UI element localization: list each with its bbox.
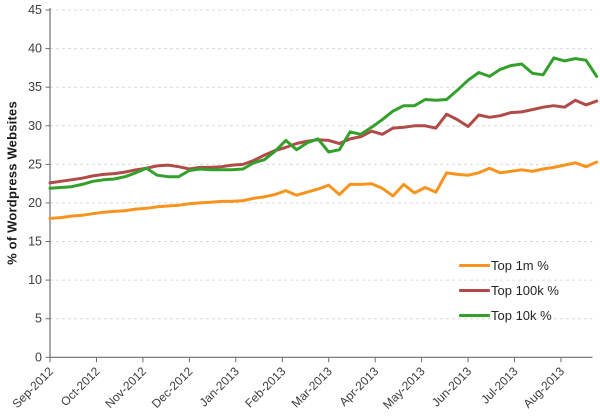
legend-item-top-100k: Top 100k %	[459, 278, 559, 303]
x-tick-label: May-2013	[380, 364, 428, 412]
legend-label-top-100k: Top 100k %	[491, 283, 559, 298]
x-tick-label: Apr-2013	[337, 364, 382, 409]
x-tick-label: Jul-2013	[478, 364, 521, 407]
y-axis-title: % of Wordpress Websites	[4, 101, 20, 265]
legend-swatch-top-1m-icon	[459, 264, 490, 267]
x-tick-label: Dec-2012	[149, 364, 196, 411]
legend-swatch-top-10k-icon	[459, 314, 490, 317]
x-tick-label: Sep-2012	[9, 364, 56, 411]
legend: Top 1m % Top 100k % Top 10k %	[459, 253, 559, 328]
y-tick-label: 45	[28, 3, 42, 17]
y-tick-label: 15	[28, 235, 42, 249]
x-tick-label: Mar-2013	[289, 364, 335, 410]
x-tick-label: Jan-2013	[197, 364, 243, 410]
x-tick-label: Feb-2013	[242, 364, 288, 410]
legend-swatch-top-100k-icon	[459, 289, 490, 292]
x-tick-label: Nov-2012	[102, 364, 149, 411]
y-tick-label: 35	[28, 80, 42, 94]
legend-label-top-1m: Top 1m %	[491, 258, 549, 273]
series-line-top-1m	[48, 160, 599, 220]
y-tick-label: 25	[28, 157, 42, 171]
y-tick-label: 5	[35, 312, 42, 326]
y-tick-label: 0	[35, 350, 42, 364]
legend-item-top-1m: Top 1m %	[459, 253, 559, 278]
legend-item-top-10k: Top 10k %	[459, 303, 559, 328]
y-tick-label: 20	[28, 196, 42, 210]
x-tick-label: Jun-2013	[429, 364, 475, 410]
y-tick-label: 10	[28, 273, 42, 287]
series-line-top-10k	[48, 56, 599, 190]
x-tick-label: Aug-2013	[520, 364, 567, 411]
legend-label-top-10k: Top 10k %	[491, 308, 552, 323]
y-tick-label: 40	[28, 42, 42, 56]
x-tick-label: Oct-2012	[58, 364, 103, 409]
y-tick-label: 30	[28, 119, 42, 133]
